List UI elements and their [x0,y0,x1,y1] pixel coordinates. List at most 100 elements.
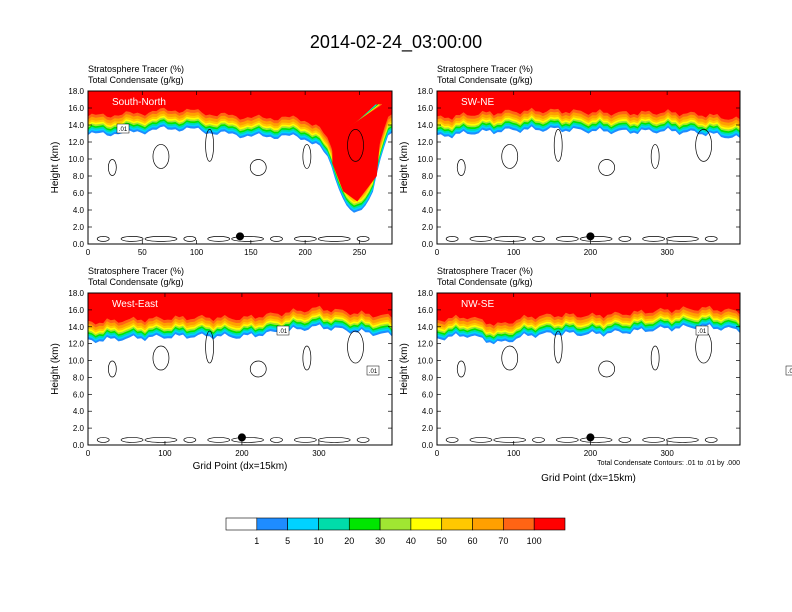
panel-nw-se: .01.01.010.02.04.06.08.010.012.014.016.0… [399,266,792,484]
contour-oval [618,437,632,443]
x-tick-label: 50 [138,248,147,257]
y-tick-label: 6.0 [73,189,85,198]
contour-label-box [276,325,290,336]
variable-label: Total Condensate (g/kg) [88,75,184,85]
colorbar-swatch [348,517,381,531]
colorbar-swatch [472,517,504,531]
y-tick-label: 6.0 [422,189,434,198]
y-tick-label: 14.0 [417,121,433,130]
x-tick-label: 100 [507,449,521,458]
contour-oval [642,437,665,443]
panel-west-east: .01 .01 0.0 2.0 4.0 6.0 8.0 10.0 12.0 14.0 16.0 18.… [50,266,393,472]
variable-label: Stratosphere Tracer (%) [437,64,533,74]
contour-label: .01 [698,329,707,335]
stratosphere-band [437,91,740,102]
contour-oval [493,236,527,242]
panel-name: NW-SE [461,299,494,310]
y-tick-label: 8.0 [73,172,85,181]
contour-cell [456,159,466,176]
condensate-contours [96,129,370,242]
colorbar-swatch [441,517,473,531]
contour-oval [270,437,283,443]
y-tick-label: 10.0 [68,155,84,164]
x-tick-label: 200 [235,449,249,458]
stratosphere-band [88,91,392,102]
x-tick-label: 300 [312,449,326,458]
colorbar-label: 20 [344,536,354,546]
x-tick-label: 200 [298,248,312,257]
stratosphere-band [437,293,740,304]
y-tick-label: 14.0 [68,121,84,130]
contour-cell [553,330,563,364]
contour-oval [666,236,699,242]
y-tick-label: 4.0 [73,407,85,416]
contour-oval [532,437,545,443]
contour-cell [107,360,117,378]
y-tick-label: 2.0 [422,223,434,232]
variable-label: Total Condensate (g/kg) [437,75,533,85]
contour-cell [650,345,660,371]
contour-oval [493,437,527,443]
contour-cell [302,345,312,371]
contour-oval [294,437,317,443]
plot-frame [436,292,741,446]
contour-cell [347,330,364,364]
panel-sw-ne: 0.0 2.0 4.0 6.0 8.0 10.0 12.0 14.0 16.0 18.0 0 100 2… [399,64,741,257]
contour-oval [96,437,110,443]
panel-name: South-North [112,97,166,108]
condensate-contours [96,330,370,443]
colorbar-label: 5 [285,536,290,546]
x-tick-label: 300 [660,449,674,458]
contour-oval [270,236,283,242]
x-tick-label: 300 [660,248,674,257]
location-marker [586,232,595,241]
y-tick-label: 18.0 [417,289,433,298]
contour-cell [695,129,712,162]
y-tick-label: 8.0 [73,373,85,382]
colorbar-swatch [256,517,288,531]
y-tick-label: 0.0 [422,240,434,249]
panel-name: West-East [112,299,158,310]
tracer-field [437,91,740,242]
y-tick-label: 10.0 [417,155,433,164]
y-tick-label: 2.0 [73,424,85,433]
y-tick-label: 0.0 [73,240,85,249]
contour-label: .01 [788,369,792,375]
y-tick-label: 2.0 [73,223,85,232]
contour-cell [598,360,616,378]
colorbar-swatch [379,517,412,531]
contour-oval [579,236,613,242]
colorbar-label: 100 [527,536,542,546]
contour-oval [144,437,178,443]
y-tick-label: 10.0 [417,357,433,366]
contour-oval [445,236,459,242]
contour-oval [317,437,351,443]
y-tick-label: 18.0 [68,87,84,96]
contour-oval [445,437,459,443]
contour-label: .01 [279,329,288,335]
colorbar-label: 70 [498,536,508,546]
contour-oval [532,236,545,242]
y-tick-label: 16.0 [417,104,433,113]
colorbar-label: 60 [468,536,478,546]
contour-oval [183,437,197,443]
contour-oval [704,437,718,443]
y-tick-label: 14.0 [68,323,84,332]
contour-cell [302,144,312,169]
variable-label: Stratosphere Tracer (%) [437,266,533,276]
y-axis-label: Height (km) [50,343,61,395]
panel-name: SW-NE [461,97,494,108]
y-tick-label: 8.0 [422,373,434,382]
contour-label-box [366,365,380,376]
x-tick-label: 0 [86,449,91,458]
tracer-field [88,293,392,443]
tracer-field [437,293,740,443]
contour-cell [456,360,466,378]
y-tick-label: 4.0 [422,206,434,215]
variable-label: Stratosphere Tracer (%) [88,266,184,276]
plot-frame [87,292,393,446]
location-marker [237,433,246,442]
contour-oval [356,236,370,242]
colorbar-swatch [533,517,566,531]
contour-cell [152,144,170,169]
